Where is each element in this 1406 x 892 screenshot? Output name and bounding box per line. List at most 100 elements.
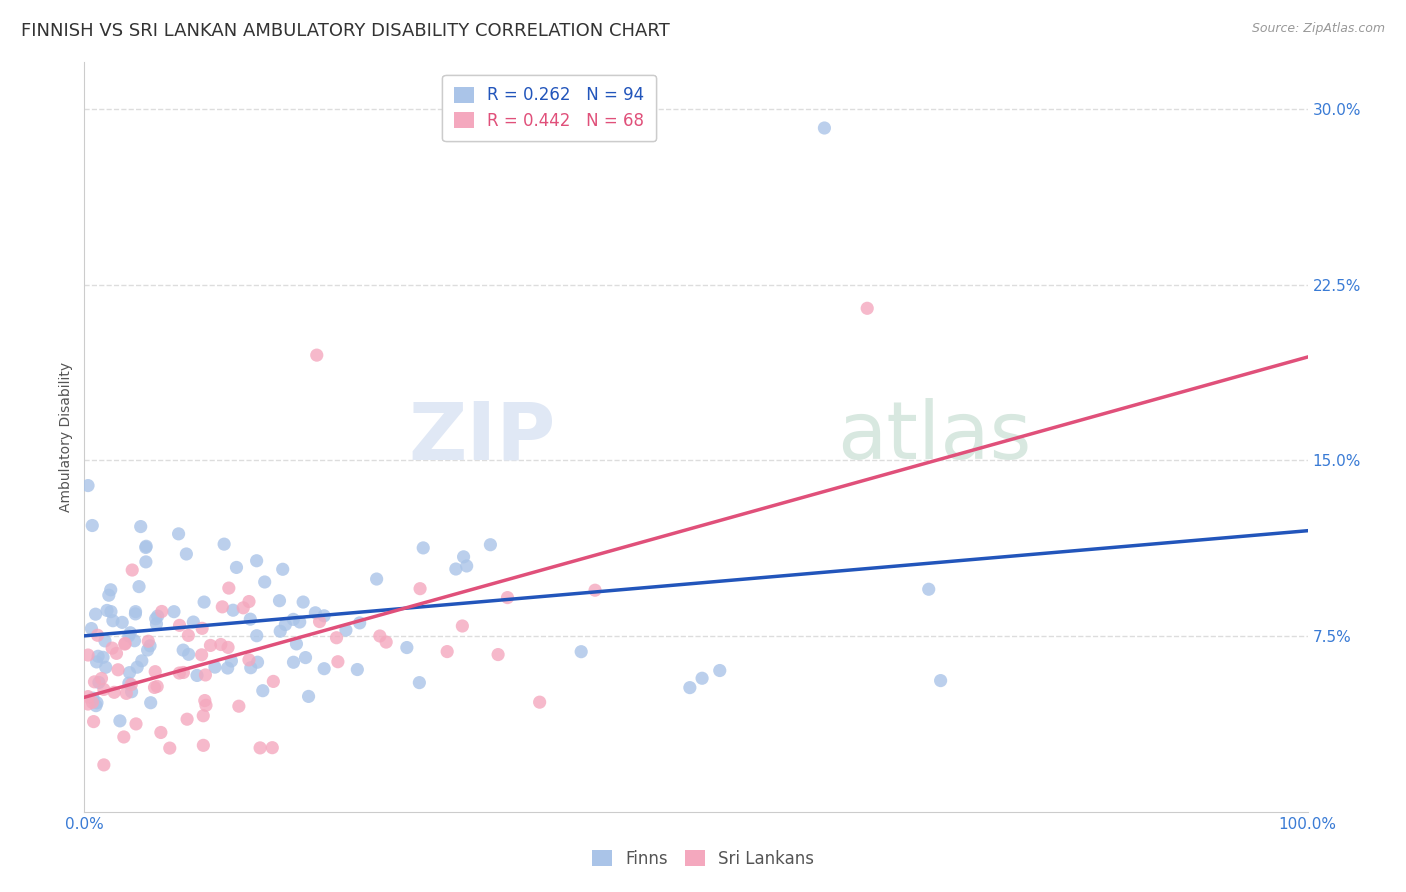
Point	[77, 648, 100, 662]
Point	[368, 629, 391, 643]
Point	[145, 612, 167, 626]
Point	[292, 595, 315, 609]
Point	[222, 603, 245, 617]
Point	[194, 698, 217, 713]
Point	[190, 648, 212, 662]
Point	[436, 644, 458, 658]
Point	[239, 661, 262, 675]
Point	[115, 686, 138, 700]
Point	[146, 609, 169, 624]
Point	[217, 661, 239, 675]
Point	[326, 655, 349, 669]
Point	[121, 684, 143, 698]
Point	[82, 695, 104, 709]
Point	[135, 555, 157, 569]
Point	[100, 605, 122, 619]
Point	[82, 691, 104, 706]
Point	[107, 663, 129, 677]
Point	[246, 629, 269, 643]
Point	[169, 666, 191, 681]
Point	[221, 654, 243, 668]
Point	[135, 539, 157, 553]
Point	[90, 672, 112, 686]
Point	[288, 615, 311, 629]
Point	[269, 624, 291, 639]
Point	[929, 673, 952, 688]
Point	[294, 650, 316, 665]
Text: Source: ZipAtlas.com: Source: ZipAtlas.com	[1251, 22, 1385, 36]
Point	[856, 301, 879, 316]
Point	[124, 605, 146, 619]
Point	[94, 634, 117, 648]
Point	[252, 683, 274, 698]
Point	[297, 690, 319, 704]
Point	[285, 637, 308, 651]
Point	[349, 615, 371, 630]
Point	[114, 637, 136, 651]
Point	[82, 518, 104, 533]
Legend: R = 0.262   N = 94, R = 0.442   N = 68: R = 0.262 N = 94, R = 0.442 N = 68	[443, 75, 657, 141]
Point	[146, 680, 169, 694]
Point	[408, 675, 430, 690]
Point	[167, 526, 190, 541]
Point	[101, 614, 124, 628]
Point	[86, 655, 108, 669]
Point	[232, 600, 254, 615]
Point	[172, 643, 194, 657]
Point	[412, 541, 434, 555]
Point	[94, 660, 117, 674]
Point	[121, 563, 143, 577]
Point	[83, 674, 105, 689]
Point	[228, 699, 250, 714]
Point	[145, 616, 167, 631]
Point	[183, 615, 205, 629]
Point	[444, 562, 467, 576]
Point	[409, 582, 432, 596]
Point	[163, 605, 186, 619]
Point	[305, 348, 328, 362]
Point	[308, 615, 330, 629]
Point	[246, 655, 269, 669]
Point	[176, 712, 198, 726]
Point	[84, 698, 107, 713]
Point	[169, 618, 191, 632]
Point	[114, 636, 136, 650]
Point	[96, 603, 118, 617]
Point	[200, 639, 222, 653]
Point	[262, 740, 284, 755]
Point	[249, 740, 271, 755]
Point	[97, 588, 120, 602]
Text: ZIP: ZIP	[408, 398, 555, 476]
Point	[101, 641, 124, 656]
Point	[172, 665, 194, 680]
Point	[177, 628, 200, 642]
Point	[253, 574, 276, 589]
Point	[194, 693, 217, 707]
Point	[91, 650, 114, 665]
Point	[143, 681, 166, 695]
Point	[375, 635, 398, 649]
Point	[325, 631, 347, 645]
Point	[120, 625, 142, 640]
Point	[283, 612, 305, 626]
Point	[118, 665, 141, 680]
Point	[118, 676, 141, 690]
Point	[93, 758, 115, 772]
Point	[486, 648, 509, 662]
Point	[124, 607, 146, 621]
Point	[225, 560, 247, 574]
Point	[238, 653, 260, 667]
Text: atlas: atlas	[837, 398, 1031, 476]
Point	[149, 725, 172, 739]
Point	[283, 655, 305, 669]
Point	[135, 541, 157, 555]
Point	[211, 599, 233, 614]
Point	[335, 623, 357, 637]
Point	[80, 622, 103, 636]
Point	[127, 660, 149, 674]
Point	[453, 549, 475, 564]
Point	[496, 591, 519, 605]
Point	[679, 681, 702, 695]
Point	[194, 668, 217, 682]
Point	[217, 640, 239, 655]
